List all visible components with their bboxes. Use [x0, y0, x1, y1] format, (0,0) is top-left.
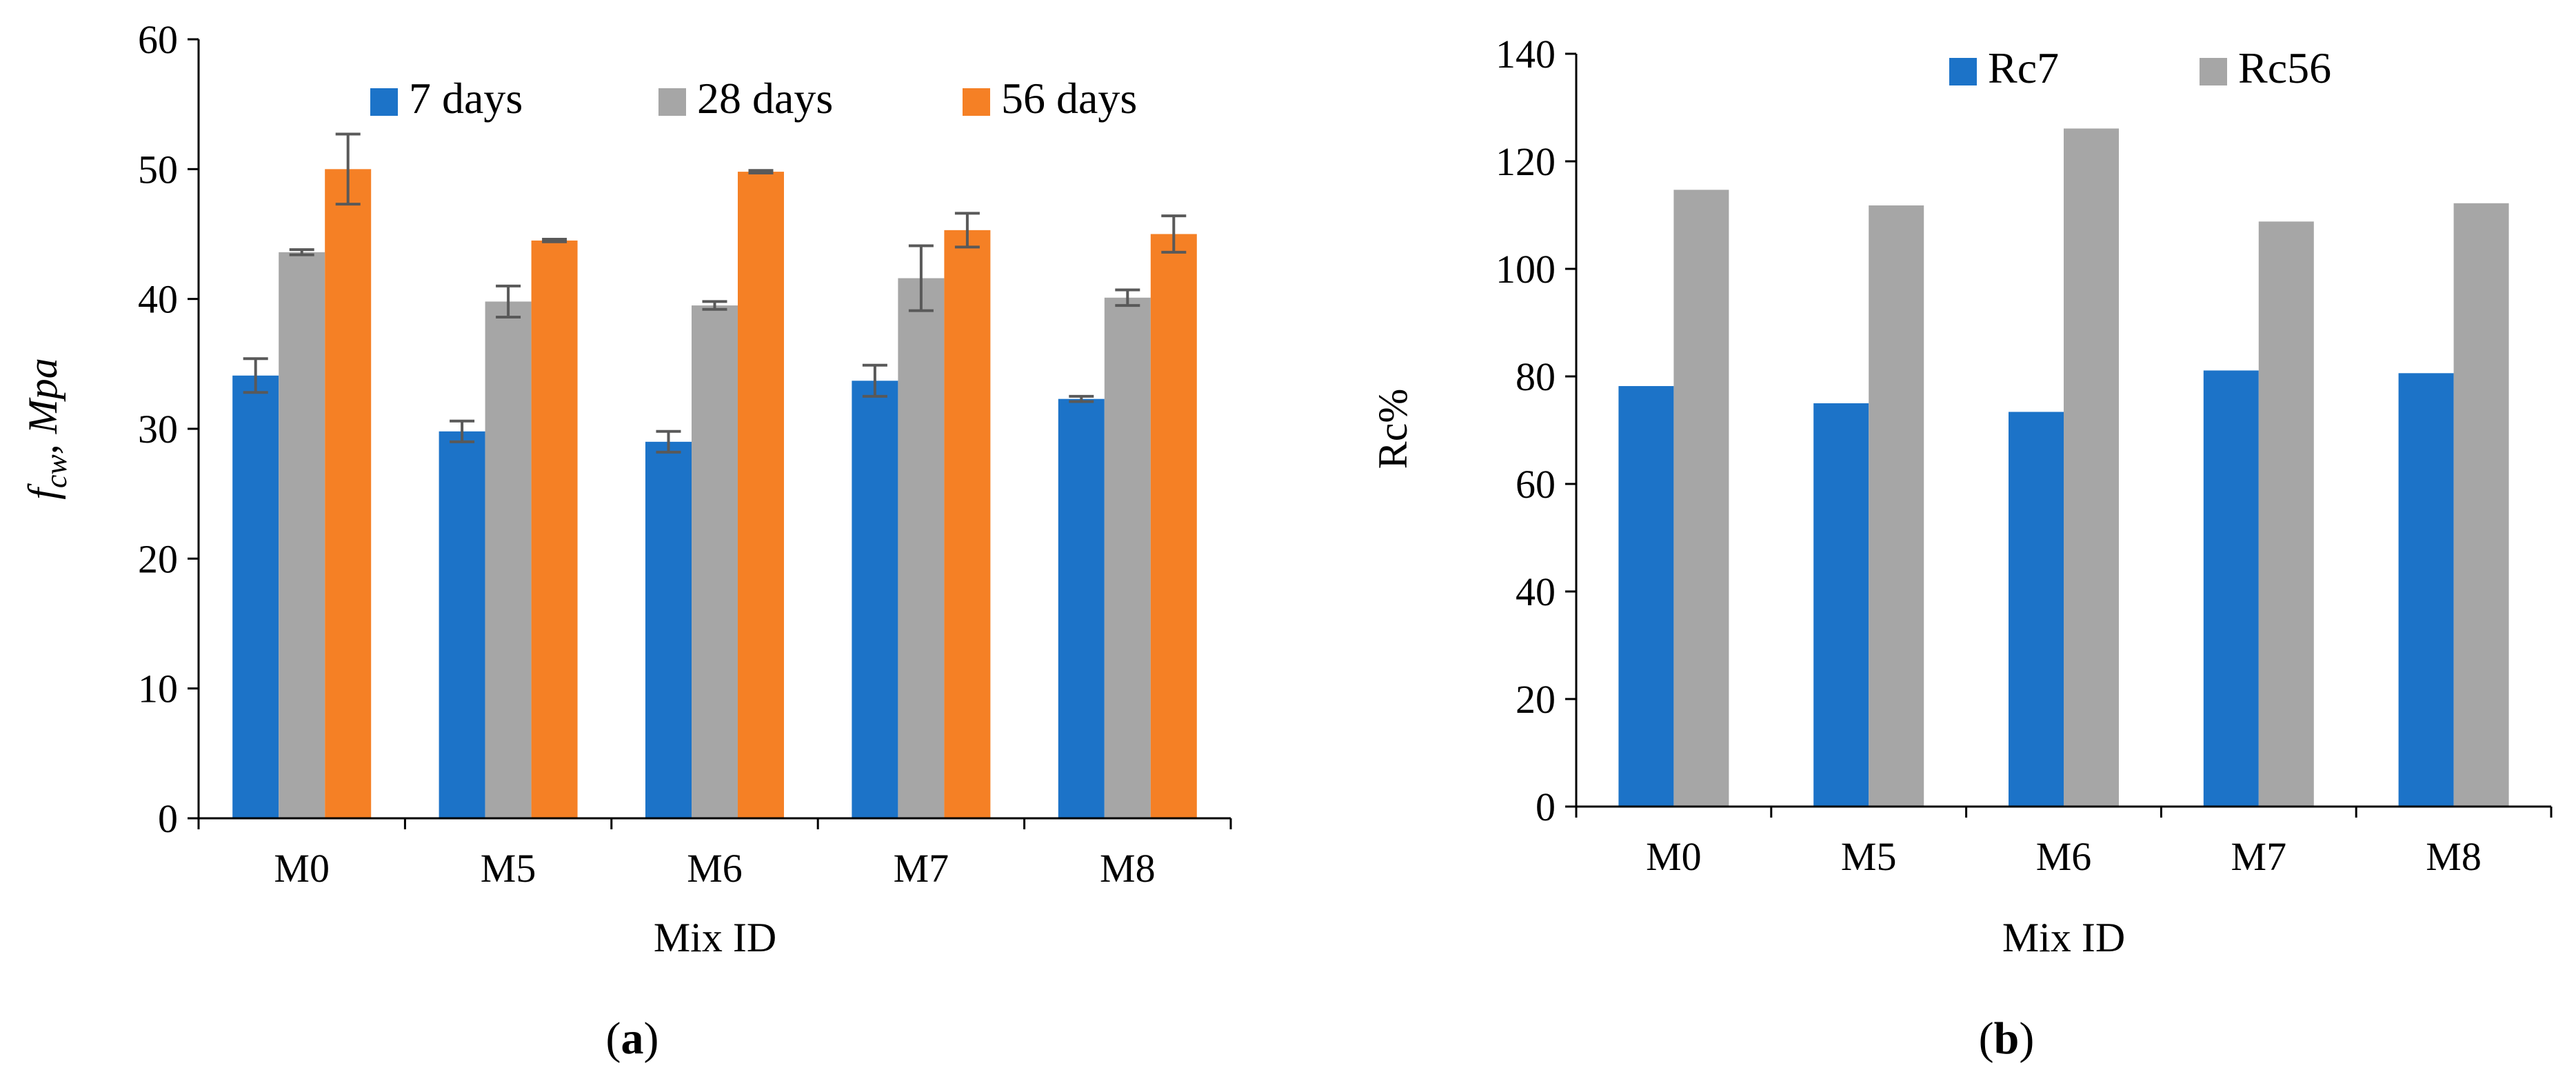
legend-swatch-28-days: [658, 88, 686, 116]
chart-a-compressive-strength: 0 10 20 30 40 50 60 M0 M5 M6 M7 M8 7 days 28 days 56…: [20, 17, 1232, 1064]
chart-b-y-axis-label: Rc%: [1370, 389, 1416, 469]
legend-swatch-rc56: [2200, 58, 2227, 85]
x-tick-label-m0: M0: [1646, 834, 1702, 879]
x-tick-label-m0: M0: [274, 846, 330, 891]
chart-b-caption: (b): [1979, 1013, 2035, 1064]
legend-label-28-days: 28 days: [697, 74, 833, 123]
legend-swatch-7-days: [370, 88, 398, 116]
bar-m0-rc7: [1618, 386, 1674, 807]
x-tick-label-m8: M8: [1100, 846, 1156, 891]
bar-m7-7-days: [852, 381, 898, 818]
chart-a-bars: [232, 169, 1197, 819]
chart-a-error-bars: [243, 132, 1187, 454]
bar-m6-rc56: [2064, 128, 2119, 807]
y-tick-label-80: 80: [1516, 354, 1556, 399]
bar-m8-28-days: [1104, 297, 1151, 818]
y-tick-label-0: 0: [158, 796, 178, 841]
legend-label-rc56: Rc56: [2238, 43, 2331, 92]
chart-a-x-ticks: M0 M5 M6 M7 M8: [197, 818, 1232, 891]
chart-b-legend: Rc7 Rc56: [1949, 43, 2331, 92]
y-tick-label-100: 100: [1496, 247, 1556, 292]
bar-m6-7-days: [645, 441, 692, 818]
chart-a-y-axis-label: fcw, Mpa: [20, 358, 73, 500]
bar-m7-28-days: [898, 278, 945, 818]
bar-m8-rc7: [2398, 373, 2454, 807]
bar-m8-rc56: [2453, 203, 2509, 807]
chart-a-x-axis-label: Mix ID: [654, 915, 776, 960]
y-tick-label-40: 40: [138, 277, 178, 322]
legend-label-7-days: 7 days: [409, 74, 523, 123]
legend-label-rc7: Rc7: [1988, 43, 2059, 92]
chart-a-y-ticks: 0 10 20 30 40 50 60: [138, 17, 199, 841]
y-tick-label-50: 50: [138, 147, 178, 192]
x-tick-label-m5: M5: [1841, 834, 1897, 879]
x-tick-label-m6: M6: [2036, 834, 2092, 879]
bar-m8-7-days: [1058, 398, 1105, 818]
bar-m6-56-days: [738, 172, 784, 819]
bar-m7-56-days: [944, 230, 991, 819]
legend-label-56-days: 56 days: [1001, 74, 1137, 123]
bar-m0-7-days: [232, 375, 279, 818]
bar-m7-rc7: [2203, 370, 2259, 807]
y-tick-label-60: 60: [1516, 462, 1556, 507]
chart-b-rc-ratio: 0 20 40 60 80 100 120 140 M0 M5 M6 M7 M8 Rc7 Rc56 Rc…: [1370, 32, 2553, 1064]
y-tick-label-20: 20: [138, 536, 178, 581]
y-tick-label-10: 10: [138, 667, 178, 711]
bar-m5-56-days: [531, 240, 578, 819]
y-tick-label-20: 20: [1516, 677, 1556, 722]
x-tick-label-m6: M6: [687, 846, 743, 891]
chart-b-x-axis-label: Mix ID: [2002, 915, 2125, 960]
x-tick-label-m8: M8: [2426, 834, 2482, 879]
bar-m8-56-days: [1150, 234, 1197, 818]
y-tick-label-40: 40: [1516, 569, 1556, 614]
chart-b-bars: [1618, 128, 2509, 807]
bar-m0-rc56: [1673, 190, 1729, 807]
x-tick-label-m7: M7: [894, 846, 949, 891]
y-tick-label-120: 120: [1496, 139, 1556, 184]
legend-swatch-rc7: [1949, 58, 1977, 85]
x-tick-label-m7: M7: [2231, 834, 2287, 879]
x-tick-label-m5: M5: [481, 846, 536, 891]
y-tick-label-60: 60: [138, 17, 178, 62]
bar-m6-rc7: [2009, 412, 2064, 807]
chart-b-y-ticks: 0 20 40 60 80 100 120 140: [1496, 32, 1576, 829]
chart-a-legend: 7 days 28 days 56 days: [370, 74, 1137, 123]
bar-m7-rc56: [2258, 221, 2314, 807]
y-tick-label-140: 140: [1496, 32, 1556, 77]
bar-m6-28-days: [692, 305, 738, 818]
bar-m5-28-days: [485, 301, 532, 818]
legend-swatch-56-days: [963, 88, 990, 116]
y-tick-label-30: 30: [138, 407, 178, 452]
y-tick-label-0: 0: [1536, 785, 1556, 829]
chart-b-x-ticks: M0 M5 M6 M7 M8: [1575, 807, 2553, 879]
bar-m5-7-days: [439, 431, 485, 818]
chart-a-caption: (a): [606, 1013, 659, 1064]
bar-m5-rc7: [1813, 403, 1869, 807]
bar-m0-56-days: [325, 169, 372, 819]
bar-m5-rc56: [1869, 205, 1924, 807]
bar-m0-28-days: [279, 252, 325, 818]
